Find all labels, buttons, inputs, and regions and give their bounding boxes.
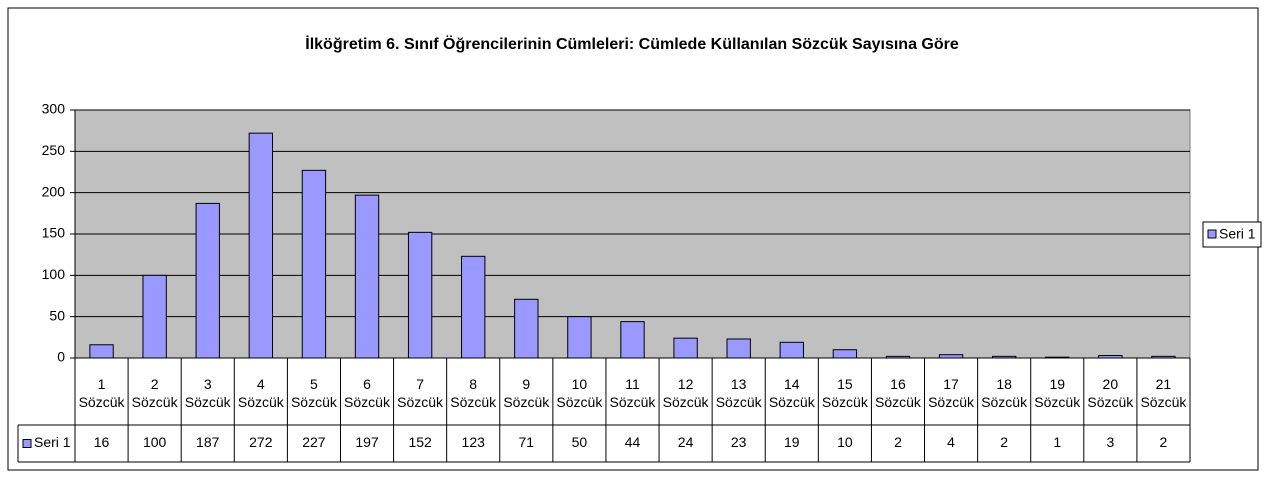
- table-value: 3: [1106, 434, 1114, 450]
- x-tick-label-box: 1 Sözcük: [78, 375, 125, 410]
- x-tick-label: 20 Sözcük: [1087, 375, 1134, 410]
- bar: [461, 255, 486, 359]
- x-tick-label: 10 Sözcük: [556, 375, 603, 410]
- table-value: 272: [249, 434, 273, 450]
- table-value: 227: [302, 434, 326, 450]
- bar: [779, 341, 804, 359]
- x-tick-label-box: 20 Sözcük: [1087, 375, 1134, 410]
- table-value: 50: [572, 434, 588, 450]
- x-tick-label-box: 4 Sözcük: [237, 375, 284, 410]
- x-tick-label: 18 Sözcük: [981, 375, 1028, 410]
- table-value: 2: [1000, 434, 1008, 450]
- x-tick-label-box: 3 Sözcük: [184, 375, 231, 410]
- bar: [620, 321, 645, 359]
- x-tick-label: 11 Sözcük: [609, 375, 656, 410]
- table-value: 23: [731, 434, 747, 450]
- bar: [354, 194, 380, 359]
- bar: [142, 274, 167, 359]
- x-tick-label: 14 Sözcük: [768, 375, 815, 410]
- x-tick-label-box: 21 Sözcük: [1140, 375, 1187, 410]
- bar: [514, 298, 539, 359]
- table-value: 1: [1053, 434, 1061, 450]
- y-tick-label: 50: [49, 307, 65, 323]
- legend-key: [1207, 229, 1217, 239]
- x-tick-label-box: 18 Sözcük: [981, 375, 1028, 410]
- x-tick-label: 17 Sözcük: [928, 375, 975, 410]
- y-tick-label: 0: [57, 349, 65, 365]
- table-value: 100: [143, 434, 167, 450]
- chart-title: İlköğretim 6. Sınıf Öğrencilerinin Cümle…: [305, 34, 959, 53]
- table-value: 44: [625, 434, 641, 450]
- table-value: 10: [837, 434, 853, 450]
- x-tick-label-box: 10 Sözcük: [556, 375, 603, 410]
- x-tick-label-box: 8 Sözcük: [450, 375, 497, 410]
- x-tick-label-box: 16 Sözcük: [875, 375, 921, 410]
- x-tick-label-box: 11 Sözcük: [609, 375, 656, 410]
- x-tick-label: 9 Sözcük: [503, 375, 550, 410]
- x-tick-label: 2 Sözcük: [131, 375, 178, 410]
- x-tick-label: 12 Sözcük: [662, 375, 709, 410]
- y-tick-label: 300: [42, 101, 66, 117]
- bar: [567, 316, 592, 359]
- table-value: 24: [678, 434, 694, 450]
- x-tick-label-box: 7 Sözcük: [397, 375, 444, 410]
- x-tick-label-box: 19 Sözcük: [1034, 375, 1081, 410]
- x-tick-label-box: 5 Sözcük: [290, 375, 337, 410]
- y-tick-label: 150: [42, 225, 66, 241]
- bar: [673, 337, 698, 359]
- x-tick-label: 19 Sözcük: [1034, 375, 1081, 410]
- x-tick-label: 5 Sözcük: [290, 375, 337, 410]
- x-tick-label-box: 2 Sözcük: [131, 375, 178, 410]
- x-tick-label-box: 17 Sözcük: [928, 375, 975, 410]
- table-value: 187: [196, 434, 220, 450]
- x-tick-label-box: 15 Sözcük: [821, 375, 868, 410]
- table-value: 197: [355, 434, 379, 450]
- x-tick-label: 1 Sözcük: [78, 375, 125, 410]
- bar: [407, 231, 433, 359]
- x-tick-label: 3 Sözcük: [184, 375, 231, 410]
- bar: [726, 338, 751, 359]
- table-legend-key: [22, 439, 32, 448]
- legend-label: Seri 1: [1219, 226, 1256, 242]
- table-series-name: Seri 1: [34, 434, 71, 450]
- y-tick-label: 100: [42, 266, 66, 282]
- table-value: 16: [94, 434, 110, 450]
- bar: [301, 169, 327, 359]
- table-value: 19: [784, 434, 800, 450]
- x-tick-label: 4 Sözcük: [237, 375, 284, 410]
- bar: [248, 132, 274, 359]
- x-tick-label-box: 6 Sözcük: [344, 375, 390, 410]
- table-value: 2: [1160, 434, 1168, 450]
- table-value: 152: [408, 434, 432, 450]
- x-tick-label-box: 13 Sözcük: [715, 375, 762, 410]
- bar: [832, 349, 858, 359]
- x-tick-label: 16 Sözcük: [875, 375, 921, 410]
- x-tick-label: 13 Sözcük: [715, 375, 762, 410]
- x-tick-label-box: 12 Sözcük: [662, 375, 709, 410]
- table-value: 4: [947, 434, 955, 450]
- bar: [195, 202, 220, 359]
- x-tick-label: 7 Sözcük: [397, 375, 444, 410]
- table-value: 2: [894, 434, 902, 450]
- x-tick-label: 21 Sözcük: [1140, 375, 1187, 410]
- x-tick-label: 15 Sözcük: [821, 375, 868, 410]
- bar: [89, 344, 114, 359]
- table-value: 71: [519, 434, 535, 450]
- y-tick-label: 250: [42, 142, 66, 158]
- y-tick-label: 200: [42, 183, 66, 199]
- x-tick-label-box: 14 Sözcük: [768, 375, 815, 410]
- x-tick-label: 6 Sözcük: [344, 375, 390, 410]
- table-value: 123: [462, 434, 486, 450]
- x-tick-label-box: 9 Sözcük: [503, 375, 550, 410]
- x-tick-label: 8 Sözcük: [450, 375, 497, 410]
